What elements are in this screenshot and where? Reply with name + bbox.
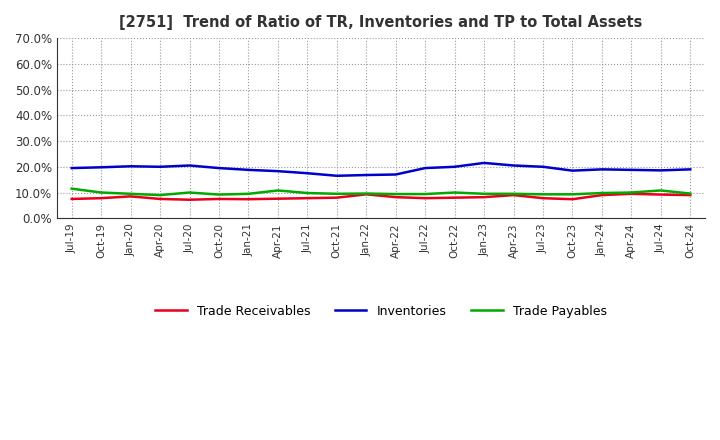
Trade Payables: [450, 190, 459, 195]
Inventories: [568, 168, 577, 173]
Trade Payables: [97, 190, 106, 195]
Trade Payables: [627, 190, 636, 195]
Inventories: [156, 164, 164, 169]
Trade Receivables: [598, 192, 606, 198]
Inventories: [274, 169, 282, 174]
Trade Payables: [686, 191, 695, 196]
Trade Receivables: [450, 195, 459, 200]
Inventories: [97, 165, 106, 170]
Inventories: [362, 172, 371, 178]
Trade Receivables: [215, 196, 223, 202]
Trade Receivables: [362, 192, 371, 197]
Trade Payables: [539, 192, 547, 197]
Inventories: [686, 167, 695, 172]
Trade Receivables: [126, 194, 135, 199]
Trade Receivables: [185, 197, 194, 202]
Trade Receivables: [539, 195, 547, 201]
Trade Payables: [185, 190, 194, 195]
Inventories: [509, 163, 518, 168]
Inventories: [480, 160, 488, 165]
Trade Payables: [68, 186, 76, 191]
Trade Payables: [215, 192, 223, 197]
Trade Payables: [598, 191, 606, 196]
Inventories: [392, 172, 400, 177]
Inventories: [303, 171, 312, 176]
Trade Payables: [274, 188, 282, 193]
Trade Receivables: [657, 192, 665, 197]
Inventories: [126, 164, 135, 169]
Inventories: [598, 167, 606, 172]
Trade Payables: [568, 192, 577, 197]
Trade Payables: [362, 191, 371, 196]
Trade Receivables: [568, 197, 577, 202]
Line: Inventories: Inventories: [72, 163, 690, 176]
Trade Receivables: [156, 196, 164, 202]
Trade Payables: [333, 191, 341, 196]
Trade Receivables: [421, 195, 430, 201]
Line: Trade Payables: Trade Payables: [72, 189, 690, 195]
Inventories: [244, 167, 253, 172]
Trade Payables: [156, 192, 164, 198]
Inventories: [627, 167, 636, 172]
Trade Receivables: [97, 195, 106, 201]
Trade Payables: [303, 191, 312, 196]
Legend: Trade Receivables, Inventories, Trade Payables: Trade Receivables, Inventories, Trade Pa…: [150, 300, 611, 323]
Trade Payables: [421, 191, 430, 197]
Trade Receivables: [68, 196, 76, 202]
Inventories: [68, 165, 76, 171]
Inventories: [185, 163, 194, 168]
Inventories: [539, 164, 547, 169]
Inventories: [215, 165, 223, 171]
Inventories: [333, 173, 341, 179]
Title: [2751]  Trend of Ratio of TR, Inventories and TP to Total Assets: [2751] Trend of Ratio of TR, Inventories…: [120, 15, 643, 30]
Trade Payables: [126, 191, 135, 196]
Trade Payables: [509, 191, 518, 196]
Trade Payables: [244, 191, 253, 196]
Trade Payables: [392, 191, 400, 197]
Trade Receivables: [244, 197, 253, 202]
Inventories: [421, 165, 430, 171]
Trade Receivables: [480, 194, 488, 200]
Trade Receivables: [333, 195, 341, 200]
Inventories: [450, 164, 459, 169]
Trade Receivables: [274, 196, 282, 202]
Trade Receivables: [303, 195, 312, 201]
Trade Receivables: [627, 191, 636, 196]
Trade Payables: [657, 188, 665, 193]
Trade Receivables: [392, 194, 400, 200]
Trade Receivables: [509, 192, 518, 198]
Trade Receivables: [686, 192, 695, 198]
Line: Trade Receivables: Trade Receivables: [72, 194, 690, 200]
Inventories: [657, 168, 665, 173]
Trade Payables: [480, 191, 488, 196]
